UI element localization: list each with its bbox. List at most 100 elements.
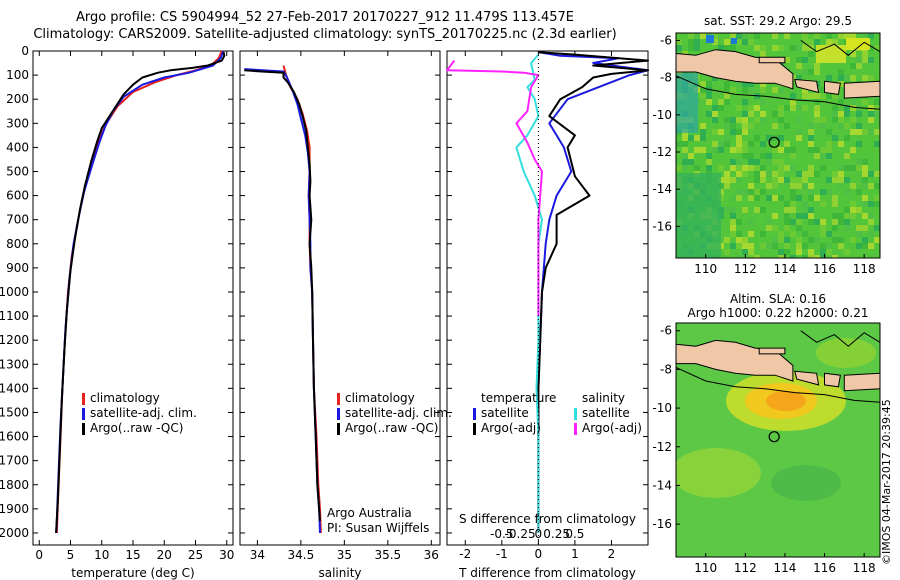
sst-pixel bbox=[856, 129, 862, 135]
sst-pixel bbox=[742, 153, 748, 159]
sst-pixel bbox=[832, 237, 838, 243]
sst-pixel bbox=[742, 117, 748, 123]
sst-pixel bbox=[778, 177, 784, 183]
sst-pixel bbox=[760, 141, 766, 147]
sst-pixel bbox=[862, 51, 868, 57]
sst-pixel bbox=[778, 249, 784, 255]
sst-pixel bbox=[820, 231, 826, 237]
sst-pixel bbox=[868, 129, 874, 135]
sst-pixel bbox=[730, 213, 736, 219]
salinity-legend: climatology satellite-adj. clim. Argo(..… bbox=[337, 391, 452, 436]
sst-pixel bbox=[778, 111, 784, 117]
sst-pixel bbox=[736, 129, 742, 135]
sst-pixel bbox=[700, 147, 706, 153]
sst-pixel bbox=[808, 207, 814, 213]
plot-frame bbox=[446, 50, 649, 546]
sst-pixel bbox=[712, 39, 718, 45]
sst-pixel bbox=[850, 105, 856, 111]
note-pi: PI: Susan Wijffels bbox=[327, 521, 430, 535]
sst-pixel bbox=[874, 225, 880, 231]
sst-pixel bbox=[682, 135, 688, 141]
sst-pixel bbox=[802, 255, 808, 258]
legend-label-satellite: satellite-adj. clim. bbox=[90, 406, 197, 420]
sst-pixel bbox=[808, 123, 814, 129]
sst-pixel bbox=[742, 207, 748, 213]
sst-pixel bbox=[856, 165, 862, 171]
sst-pixel bbox=[706, 99, 712, 105]
sst-pixel bbox=[772, 135, 778, 141]
land-lombok bbox=[824, 80, 841, 95]
sst-pixel bbox=[772, 237, 778, 243]
sst-pixel bbox=[874, 111, 880, 117]
cloud-pixel bbox=[706, 35, 714, 43]
sst-pixel bbox=[694, 33, 700, 39]
sst-pixel bbox=[862, 237, 868, 243]
sst-pixel bbox=[838, 75, 844, 81]
sst-pixel bbox=[718, 165, 724, 171]
sst-pixel bbox=[760, 51, 766, 57]
sst-pixel bbox=[808, 141, 814, 147]
sst-pixel bbox=[844, 207, 850, 213]
y-tick-label: 800 bbox=[6, 237, 29, 251]
sst-pixel bbox=[856, 225, 862, 231]
sst-pixel bbox=[820, 165, 826, 171]
float-marker bbox=[768, 431, 780, 443]
sst-pixel bbox=[784, 207, 790, 213]
sst-pixel bbox=[760, 207, 766, 213]
sst-pixel bbox=[676, 39, 682, 45]
sst-pixel bbox=[790, 45, 796, 51]
sst-pixel bbox=[868, 117, 874, 123]
sst-pixel bbox=[808, 183, 814, 189]
y-tick-label: 1300 bbox=[0, 357, 29, 371]
sst-pixel bbox=[736, 195, 742, 201]
sst-pixel bbox=[772, 183, 778, 189]
sst-pixel bbox=[682, 165, 688, 171]
sst-pixel bbox=[742, 171, 748, 177]
y-tick-label: 1000 bbox=[0, 285, 29, 299]
sst-pixel bbox=[838, 165, 844, 171]
sst-pixel bbox=[826, 177, 832, 183]
sst-pixel bbox=[736, 255, 742, 258]
x-tick-label: 30 bbox=[219, 548, 234, 562]
sst-pixel bbox=[706, 153, 712, 159]
sst-pixel bbox=[718, 129, 724, 135]
sst-pixel bbox=[700, 123, 706, 129]
sst-pixel bbox=[826, 75, 832, 81]
sst-pixel bbox=[868, 171, 874, 177]
map-frame bbox=[675, 32, 881, 259]
y-tick-label: 1600 bbox=[0, 430, 29, 444]
map-y-tick-label: -10 bbox=[652, 108, 672, 122]
sst-pixel bbox=[712, 117, 718, 123]
sst-pixel bbox=[820, 249, 826, 255]
sst-pixel bbox=[814, 93, 820, 99]
sst-pixel bbox=[868, 201, 874, 207]
argo-program-note: Argo Australia PI: Susan Wijffels bbox=[327, 506, 429, 536]
sst-pixel bbox=[808, 219, 814, 225]
sst-pixel bbox=[868, 183, 874, 189]
x2-tick-label: 0 bbox=[535, 527, 543, 541]
sst-pixel bbox=[688, 153, 694, 159]
sst-pixel bbox=[778, 135, 784, 141]
sst-pixel bbox=[736, 171, 742, 177]
sst-pixel bbox=[826, 147, 832, 153]
sst-pixel bbox=[706, 165, 712, 171]
legend-label-satellite: satellite-adj. clim. bbox=[345, 406, 452, 420]
sst-pixel bbox=[796, 75, 802, 81]
sst-pixel bbox=[700, 33, 706, 39]
sst-pixel bbox=[820, 93, 826, 99]
sst-pixel bbox=[760, 45, 766, 51]
sst-pixel bbox=[742, 87, 748, 93]
sst-pixel bbox=[814, 171, 820, 177]
sst-pixel bbox=[802, 87, 808, 93]
sst-pixel bbox=[778, 45, 784, 51]
sst-pixel bbox=[874, 237, 880, 243]
sst-pixel bbox=[814, 39, 820, 45]
series-line bbox=[55, 52, 226, 534]
x-tick-label: 0 bbox=[35, 548, 43, 562]
sst-pixel bbox=[754, 177, 760, 183]
sst-pixel bbox=[676, 45, 682, 51]
sst-pixel bbox=[814, 195, 820, 201]
series-line bbox=[537, 51, 649, 533]
sst-pixel bbox=[700, 135, 706, 141]
